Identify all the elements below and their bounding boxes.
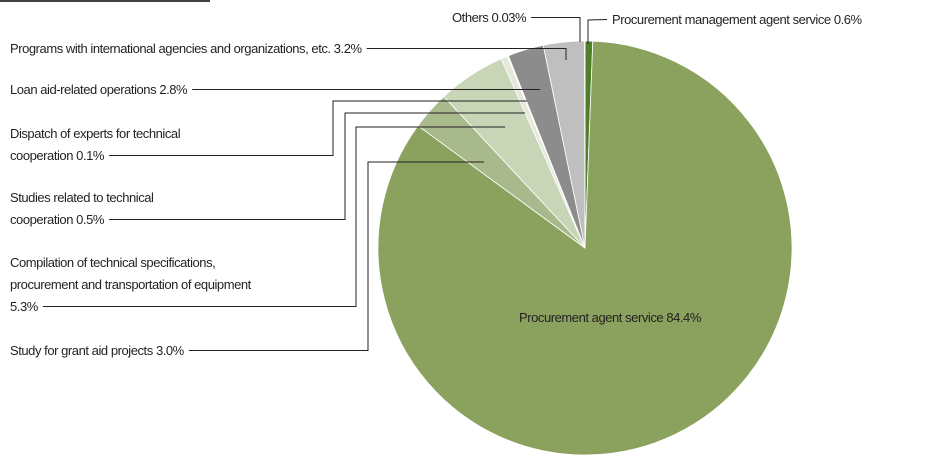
callout-label: Programs with international agencies and… (10, 38, 490, 60)
category-name: Loan aid-related operations (10, 82, 157, 97)
callout-label: Loan aid-related operations 2.8% (10, 79, 310, 101)
callout-label: Studies related to technical cooperation… (10, 187, 202, 231)
leader-line (42, 126, 505, 307)
callout-label: Dispatch of experts for technical cooper… (10, 123, 192, 167)
leader-line (531, 17, 581, 42)
leader-line (109, 100, 527, 156)
value-label: 3.2% (333, 41, 362, 56)
value-label: 0.6% (833, 12, 862, 27)
value-label: 0.1% (76, 148, 105, 163)
leader-line (109, 112, 525, 220)
value-label: 2.8% (159, 82, 188, 97)
callout-label: Others 0.03% (452, 7, 572, 29)
leader-line (587, 19, 608, 44)
value-label: 5.3% (10, 299, 38, 314)
value-label: 0.03% (491, 10, 527, 25)
category-name: Study for grant aid projects (10, 343, 153, 358)
category-name: Procurement management agent service (612, 12, 831, 27)
value-label: 0.5% (76, 212, 105, 227)
category-name: Programs with international agencies and… (10, 41, 331, 56)
category-name: Dispatch of experts for technical cooper… (10, 126, 181, 163)
value-label: 84.4% (666, 310, 701, 325)
slice-label: Procurement agent service 84.4% (480, 307, 740, 329)
leader-line (366, 48, 567, 60)
category-name: Others (452, 10, 489, 25)
category-name: Studies related to technical cooperation (10, 190, 154, 227)
category-name: Procurement agent service (519, 310, 664, 325)
value-label: 3.0% (155, 343, 184, 358)
leader-line (188, 161, 484, 351)
callout-label: Study for grant aid projects 3.0% (10, 340, 310, 362)
callout-label: Procurement management agent service 0.6… (612, 9, 932, 31)
callout-label: Compilation of technical specifications,… (10, 252, 275, 318)
category-name: Compilation of technical specifications,… (10, 255, 251, 292)
